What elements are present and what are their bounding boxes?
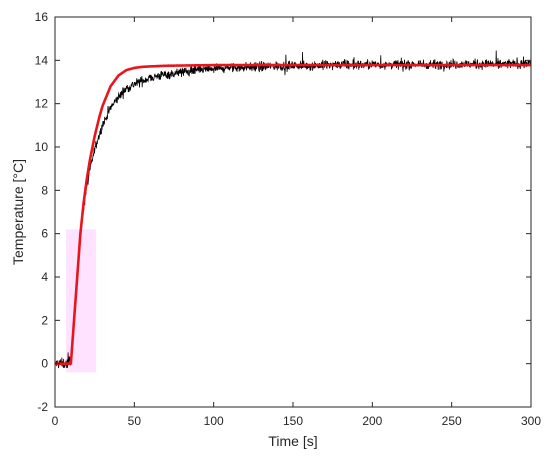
y-tick-label: 14	[35, 53, 49, 67]
y-tick-label: 6	[41, 227, 48, 241]
y-tick-label: 2	[41, 313, 48, 327]
x-tick-label: 250	[442, 414, 462, 428]
x-tick-label: 150	[283, 414, 303, 428]
series-fit-line	[54, 63, 532, 365]
x-tick-label: 50	[128, 414, 142, 428]
ticks-group: 0 50 100 150 200 250 300 -2 0 2 4 6 8 10 12 14 16	[35, 10, 542, 428]
x-tick-label: 200	[362, 414, 382, 428]
series-group	[54, 50, 532, 369]
y-tick-label: 12	[35, 97, 49, 111]
x-axis-label: Time [s]	[268, 433, 317, 449]
y-tick-label: -2	[37, 400, 48, 414]
y-tick-label: 0	[41, 357, 48, 371]
y-tick-label: 8	[41, 183, 48, 197]
x-tick-label: 300	[521, 414, 541, 428]
x-tick-label: 0	[52, 414, 59, 428]
y-tick-label: 4	[41, 270, 48, 284]
y-tick-label: 16	[35, 10, 49, 24]
y-axis-label: Temperature [°C]	[10, 159, 26, 265]
y-tick-label: 10	[35, 140, 49, 154]
x-tick-label: 100	[204, 414, 224, 428]
series-measured-line	[54, 50, 532, 369]
